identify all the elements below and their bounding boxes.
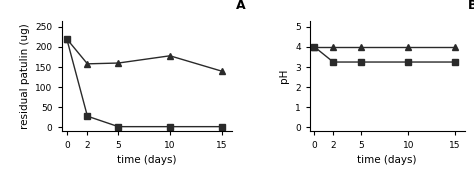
Text: A: A <box>236 0 245 12</box>
Y-axis label: pH: pH <box>280 69 290 83</box>
X-axis label: time (days): time (days) <box>357 155 417 165</box>
X-axis label: time (days): time (days) <box>117 155 176 165</box>
Y-axis label: residual patulin (ug): residual patulin (ug) <box>20 23 30 129</box>
Text: B: B <box>467 0 474 12</box>
